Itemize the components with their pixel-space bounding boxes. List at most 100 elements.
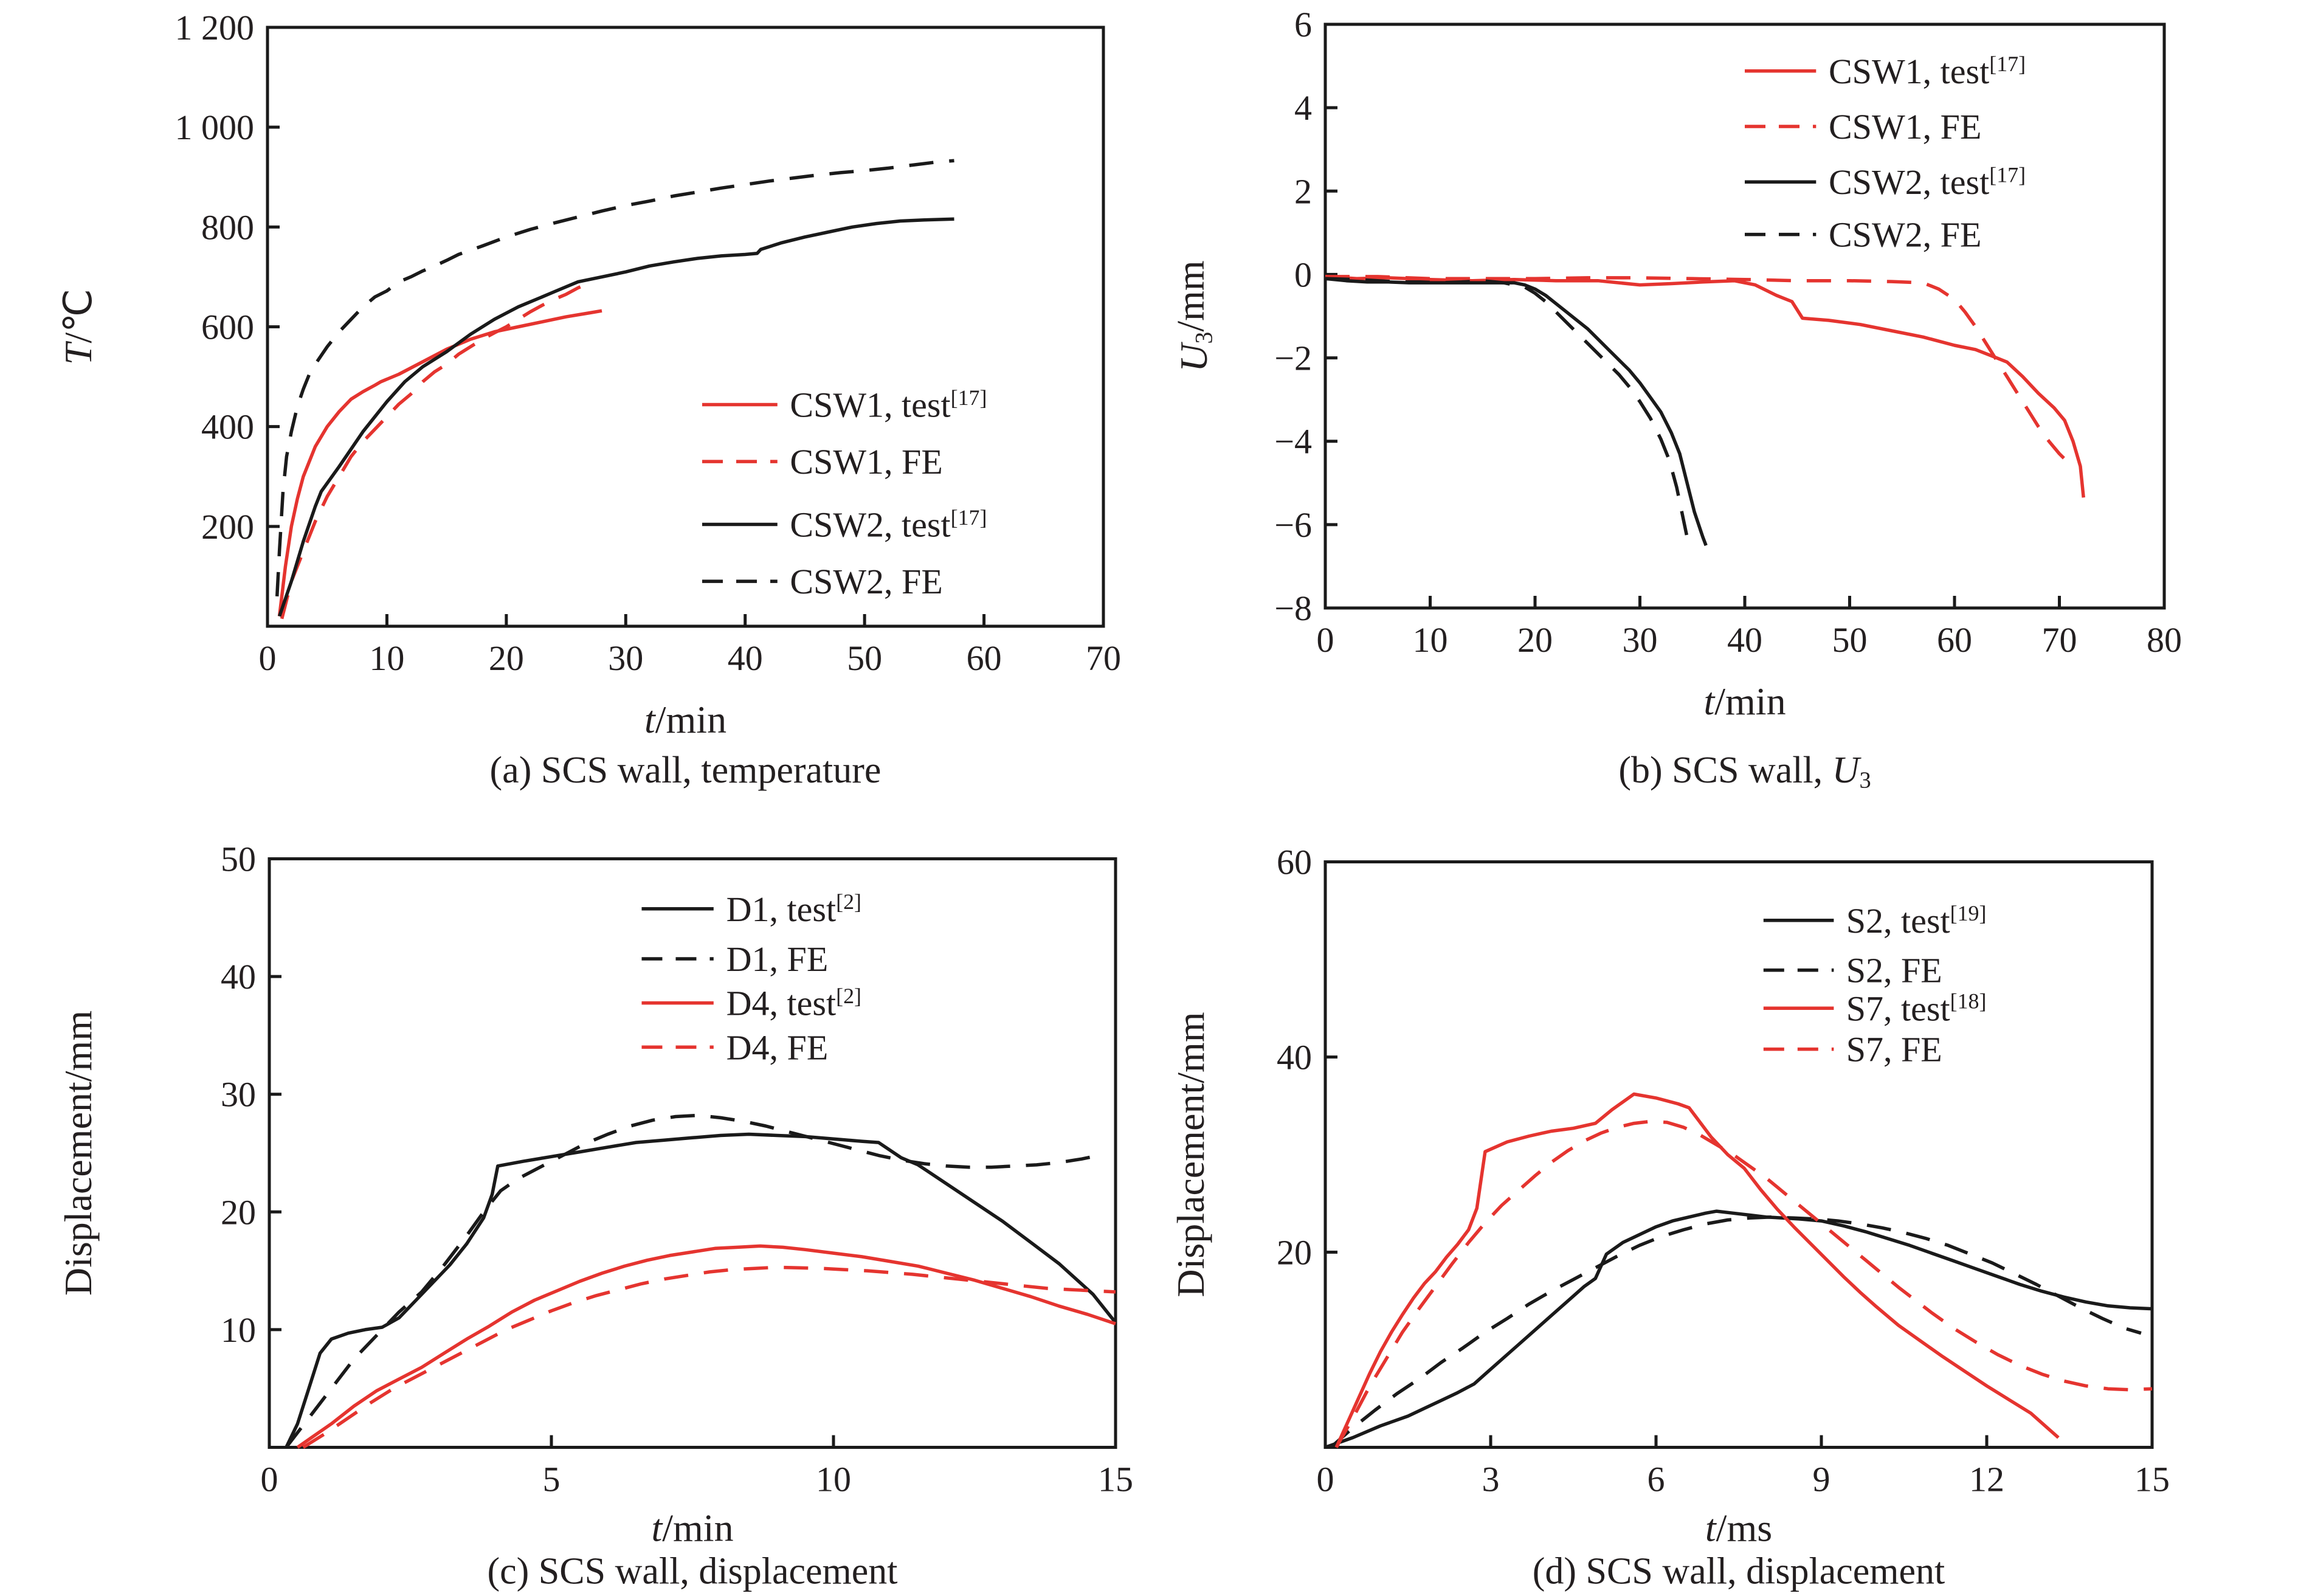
series-group-b — [1325, 275, 2085, 547]
y-axis-label-a: T/℃ — [57, 289, 100, 365]
x-tick-label-b: 0 — [1317, 620, 1334, 660]
series-b-csw1-test — [1325, 275, 2085, 498]
series-c-d4-fe — [302, 1265, 1116, 1449]
series-group-d — [1325, 1092, 2153, 1449]
series-d-s7-fe — [1334, 1119, 2153, 1448]
legend-label-c-d1-fe: D1, FE — [726, 939, 829, 979]
chart-panel-a: 0 10 20 30 40 50 60 70 200 400 600 800 1 000 1 200 t/m… — [57, 8, 1122, 791]
y-axis-label-b: U3/mm — [1169, 260, 1218, 371]
x-tick-label-d: 15 — [2134, 1460, 2170, 1499]
series-d-s7-test — [1334, 1092, 2060, 1448]
legend-label-a-csw1-test: CSW1, test[17] — [790, 385, 987, 425]
y-tick-label-b: −2 — [1274, 339, 1312, 378]
x-tick-label-b: 40 — [1727, 620, 1762, 660]
x-tick-label-b: 10 — [1413, 620, 1448, 660]
y-axis-label-d: Displacement/mm — [1169, 1012, 1212, 1297]
legend-b: CSW1, test[17] CSW1, FE CSW2, test[17] CSW2… — [1745, 52, 2026, 255]
x-tick-label-d: 0 — [1317, 1460, 1334, 1499]
series-c-d4-test — [296, 1244, 1116, 1449]
x-tick-label-b: 80 — [2147, 620, 2182, 660]
y-tick-label-c: 10 — [221, 1310, 256, 1350]
axes-c: 0 5 10 15 10 20 30 40 50 — [221, 840, 1133, 1499]
series-b-csw2-test — [1325, 277, 1708, 547]
caption-c: (c) SCS wall, displacement — [488, 1551, 898, 1592]
chart-panel-b: 0 10 20 30 40 50 60 70 806420−2−4−6−8t/minU3/mmC… — [1169, 5, 2182, 793]
x-tick-label-d: 6 — [1648, 1460, 1665, 1499]
series-d-s2-fe — [1330, 1215, 2142, 1449]
legend-label-d-s2-test: S2, test[19] — [1846, 901, 1987, 941]
series-group-a — [275, 159, 954, 620]
y-tick-label-a: 1 200 — [175, 8, 255, 47]
x-axis-label-a: t/min — [644, 698, 726, 741]
y-tick-label-c: 40 — [221, 957, 256, 997]
panel-d: 0 3 6 9 12 15 20 40 60 t/ms Displacement/mm S2, tes… — [1149, 798, 2298, 1596]
x-tick-label-d: 12 — [1969, 1460, 2004, 1499]
y-tick-label-a: 600 — [201, 308, 254, 347]
series-c-d1-test — [285, 1132, 1117, 1448]
chart-panel-c: 0 5 10 15 10 20 30 40 50 t/min Displacement/mm D1, … — [57, 840, 1133, 1592]
x-tick-label-c: 0 — [261, 1460, 278, 1499]
series-c-d1-fe — [285, 1113, 1105, 1449]
legend-label-b-csw1-fe: CSW1, FE — [1829, 107, 1981, 147]
x-tick-label-b: 30 — [1623, 620, 1658, 660]
x-tick-label-a: 0 — [259, 638, 277, 678]
axes-a: 0 10 20 30 40 50 60 70 200 400 600 800 1 000 1 200 — [175, 8, 1122, 678]
series-a-csw2-test — [277, 217, 954, 617]
y-tick-label-a: 800 — [201, 207, 254, 247]
panel-b: 0 10 20 30 40 50 60 70 80 6 4 2 0 −2 −4 −6 −8 t/min U3/mm C… — [1149, 0, 2298, 798]
y-tick-label-c: 30 — [221, 1075, 256, 1114]
legend-c: D1, test[2] D1, FE D4, test[2] D4, FE — [641, 890, 861, 1067]
chart-panel-d: 0 3 6 9 12 15 20 40 60 t/ms Displacement/mm S2, tes… — [1169, 843, 2170, 1592]
legend-label-d-s7-fe: S7, FE — [1846, 1030, 1942, 1069]
x-tick-label-a: 20 — [489, 638, 524, 678]
y-tick-label-b: 4 — [1294, 88, 1312, 128]
legend-label-c-d1-test: D1, test[2] — [726, 890, 861, 929]
x-tick-label-d: 3 — [1482, 1460, 1500, 1499]
legend-a: CSW1, test[17] CSW1, FE CSW2, test[17] CSW2… — [702, 385, 987, 601]
y-tick-label-a: 400 — [201, 407, 254, 447]
x-tick-label-a: 40 — [728, 638, 763, 678]
legend-label-c-d4-test: D4, test[2] — [726, 984, 861, 1023]
x-tick-label-d: 9 — [1813, 1460, 1830, 1499]
x-tick-label-a: 70 — [1086, 638, 1121, 678]
legend-label-b-csw2-fe: CSW2, FE — [1829, 215, 1981, 255]
panel-a: 0 10 20 30 40 50 60 70 200 400 600 800 1 000 1 200 t/m… — [0, 0, 1149, 798]
y-tick-label-b: 2 — [1294, 171, 1312, 211]
x-tick-label-b: 20 — [1517, 620, 1553, 660]
y-tick-label-d: 20 — [1277, 1233, 1312, 1273]
legend-label-b-csw2-test: CSW2, test[17] — [1829, 162, 2026, 202]
y-tick-label-d: 60 — [1277, 843, 1312, 882]
x-tick-label-c: 5 — [543, 1460, 561, 1499]
series-b-csw2-fe — [1325, 277, 1689, 537]
series-a-csw1-fe — [280, 282, 588, 620]
series-d-s2-test — [1325, 1209, 2153, 1449]
caption-b: (b) SCS wall, U3 — [1618, 750, 1871, 793]
y-tick-label-b: 0 — [1294, 255, 1312, 294]
caption-a: (a) SCS wall, temperature — [490, 750, 882, 791]
panel-c: 0 5 10 15 10 20 30 40 50 t/min Displacement/mm D1, … — [0, 798, 1149, 1596]
x-axis-label-d: t/ms — [1705, 1507, 1772, 1550]
caption-d: (d) SCS wall, displacement — [1533, 1551, 1945, 1592]
legend-label-d-s2-fe: S2, FE — [1846, 951, 1942, 990]
x-tick-label-b: 70 — [2042, 620, 2077, 660]
x-tick-label-a: 10 — [369, 638, 404, 678]
x-axis-label-b: t/min — [1703, 680, 1786, 723]
y-tick-label-a: 200 — [201, 507, 254, 547]
legend-label-d-s7-test: S7, test[18] — [1846, 989, 1987, 1028]
x-axis-label-c: t/min — [651, 1507, 733, 1550]
legend-label-a-csw1-fe: CSW1, FE — [790, 442, 942, 482]
legend-label-a-csw2-fe: CSW2, FE — [790, 562, 942, 601]
axes-d: 0 3 6 9 12 15 20 40 60 — [1277, 843, 2170, 1499]
x-tick-label-a: 60 — [967, 638, 1002, 678]
y-tick-label-b: −4 — [1274, 422, 1312, 461]
legend-label-a-csw2-test: CSW2, test[17] — [790, 505, 987, 545]
y-tick-label-d: 40 — [1277, 1038, 1312, 1077]
x-tick-label-a: 50 — [847, 638, 882, 678]
y-tick-label-c: 50 — [221, 840, 256, 879]
y-tick-label-b: −6 — [1274, 505, 1312, 545]
y-tick-label-a: 1 000 — [175, 108, 255, 147]
x-tick-label-c: 10 — [816, 1460, 851, 1499]
